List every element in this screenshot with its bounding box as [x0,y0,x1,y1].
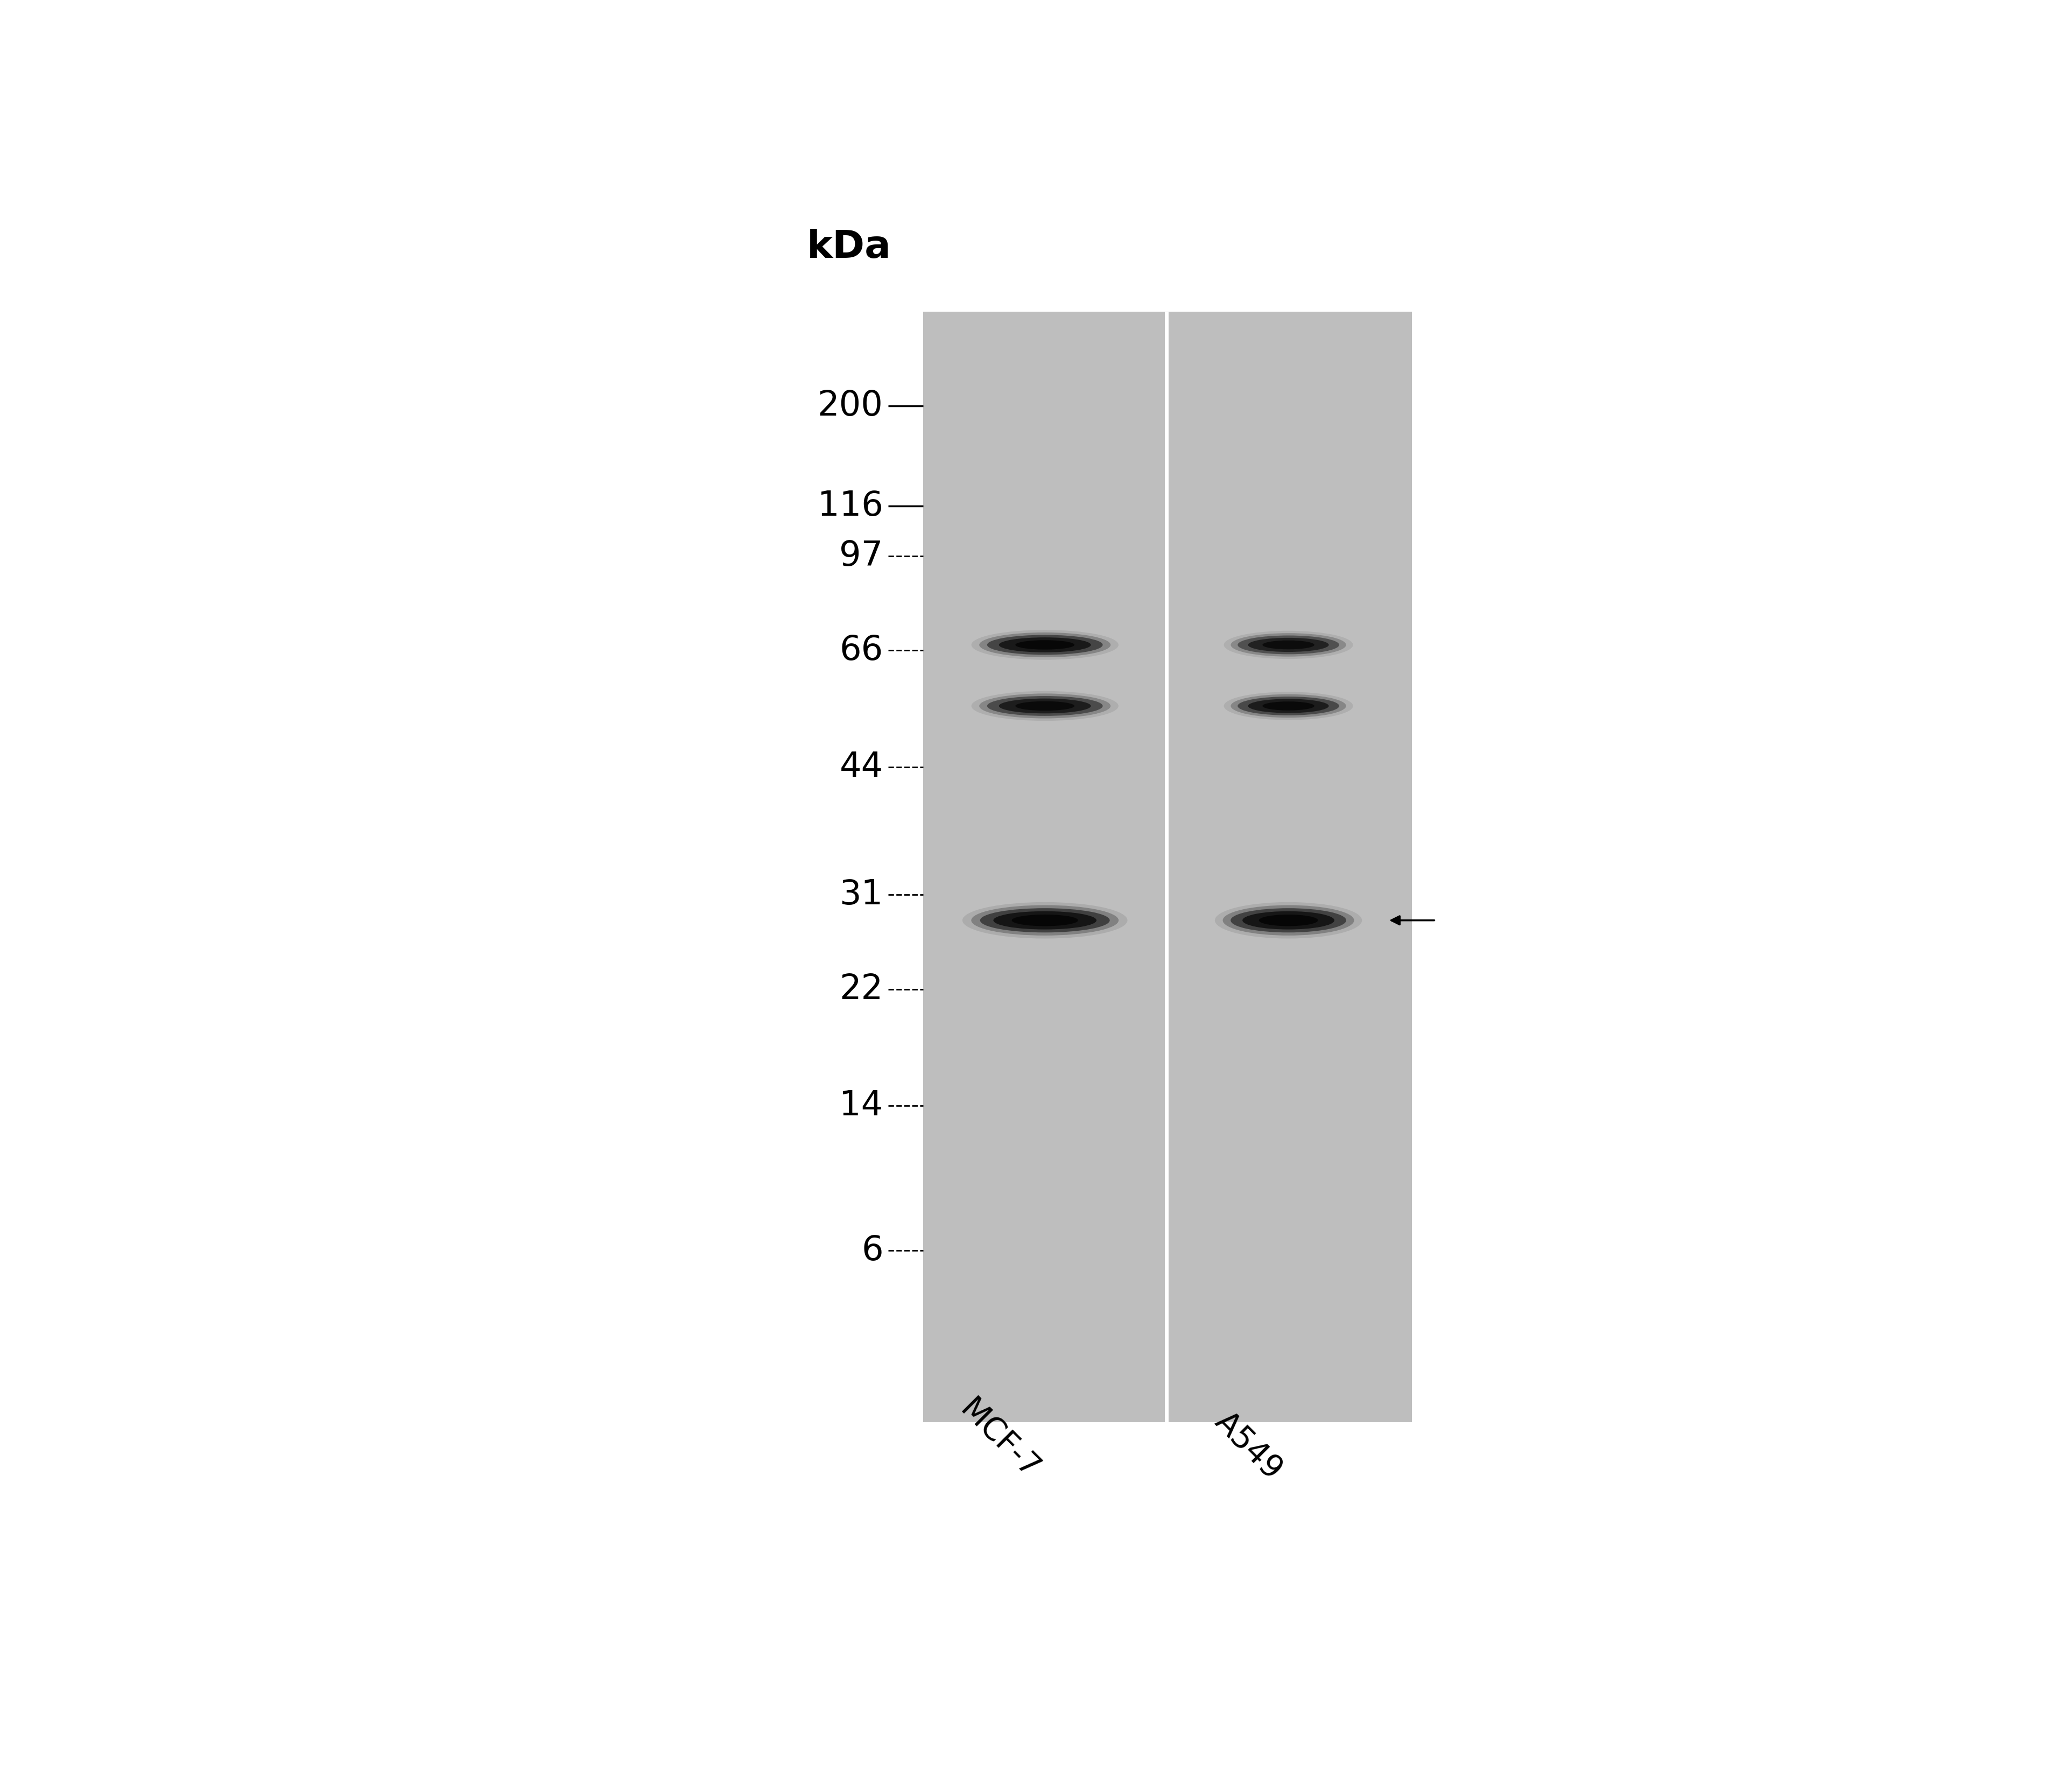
Text: A549: A549 [1209,1407,1288,1486]
Ellipse shape [1230,633,1346,656]
Text: MCF-7: MCF-7 [953,1394,1046,1486]
Ellipse shape [1215,901,1362,939]
Ellipse shape [1263,701,1315,710]
Ellipse shape [980,633,1110,658]
Ellipse shape [963,901,1127,939]
Text: 116: 116 [819,489,883,523]
Ellipse shape [971,905,1118,935]
Ellipse shape [988,634,1102,654]
Ellipse shape [1224,905,1354,935]
Ellipse shape [971,631,1118,659]
Ellipse shape [1011,914,1079,926]
Text: 22: 22 [839,973,883,1005]
Text: kDa: kDa [806,229,891,265]
Ellipse shape [971,692,1118,720]
Ellipse shape [980,909,1110,932]
Ellipse shape [988,695,1102,715]
Ellipse shape [998,699,1091,713]
Text: 31: 31 [839,878,883,912]
Ellipse shape [1224,692,1354,720]
Ellipse shape [1015,701,1075,711]
Text: 200: 200 [819,389,883,423]
Ellipse shape [998,638,1091,652]
Ellipse shape [1263,640,1315,649]
Ellipse shape [1248,699,1329,713]
Text: 44: 44 [839,751,883,783]
Ellipse shape [1230,909,1346,932]
Text: 97: 97 [839,539,883,573]
Ellipse shape [1224,631,1354,659]
Ellipse shape [980,694,1110,719]
Ellipse shape [1230,694,1346,717]
Ellipse shape [1242,910,1335,930]
Text: 6: 6 [862,1233,883,1267]
Ellipse shape [1238,697,1339,715]
Ellipse shape [1259,914,1319,926]
Ellipse shape [994,910,1096,930]
Text: 66: 66 [839,634,883,667]
Ellipse shape [1015,640,1075,649]
Bar [924,312,1412,1423]
Text: 14: 14 [839,1090,883,1122]
Ellipse shape [1248,638,1329,652]
Ellipse shape [1238,636,1339,654]
